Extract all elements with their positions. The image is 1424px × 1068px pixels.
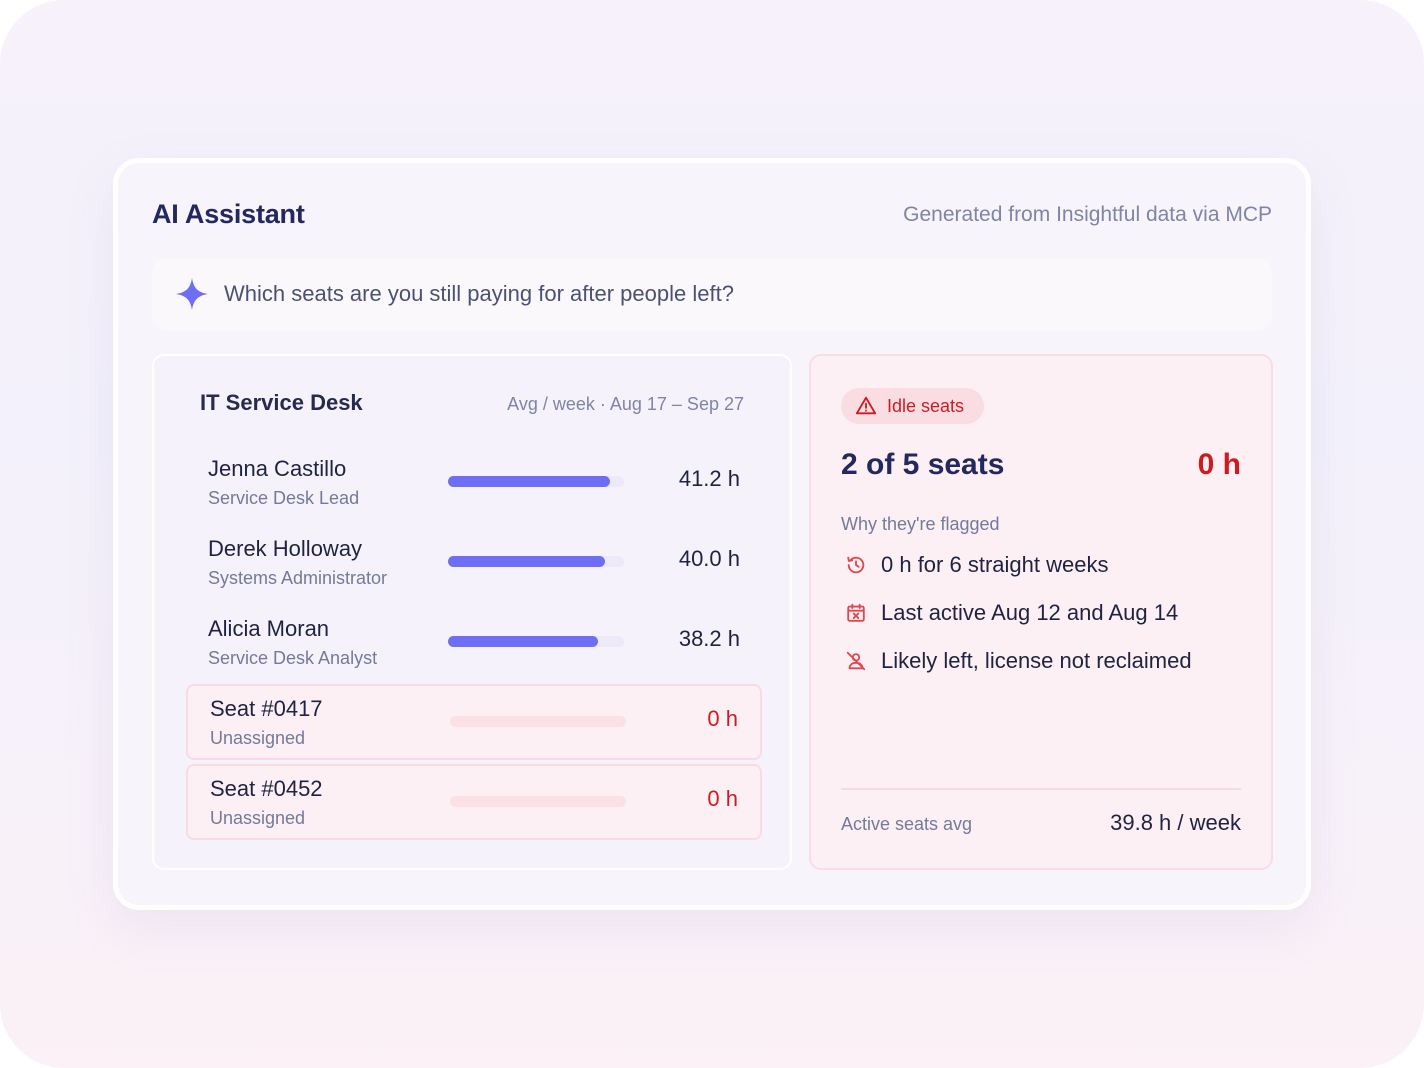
hours-bar: [448, 556, 624, 567]
active-avg-label: Active seats avg: [841, 814, 973, 834]
hours-value: 41.2 h: [678, 466, 740, 491]
seat-status: Unassigned: [210, 808, 306, 828]
hours-bar: [448, 476, 624, 487]
query-text: Which seats are you still paying for aft…: [224, 281, 734, 306]
sparkle-icon: [176, 278, 208, 310]
idle-seat-count: 2 of 5 seats: [841, 448, 1005, 481]
seat-name: Seat #0417: [210, 696, 323, 721]
flag-reason: Last active Aug 12 and Aug 14: [845, 600, 1178, 626]
panel-divider: [841, 788, 1241, 790]
flag-reason: Likely left, license not reclaimed: [845, 648, 1192, 674]
table-row-idle[interactable]: Seat #0417 Unassigned 0 h: [186, 684, 762, 760]
calendar-x-icon: [847, 603, 865, 622]
table-row-idle[interactable]: Seat #0452 Unassigned 0 h: [186, 764, 762, 840]
hours-value: 40.0 h: [678, 546, 740, 571]
hours-bar-fill: [448, 636, 598, 647]
user-off-icon: [846, 651, 866, 671]
hours-value: 0 h: [707, 786, 738, 811]
employee-name: Jenna Castillo: [208, 456, 347, 481]
hours-bar: [448, 636, 624, 647]
idle-seats-panel: Idle seats 2 of 5 seats 0 h Why they're …: [809, 354, 1273, 870]
team-name: IT Service Desk: [200, 390, 363, 415]
flag-reasons-heading: Why they're flagged: [841, 514, 1000, 534]
data-source-note: Generated from Insightful data via MCP: [903, 203, 1272, 226]
employee-role: Service Desk Analyst: [208, 648, 378, 668]
reason-text: Last active Aug 12 and Aug 14: [881, 600, 1179, 625]
badge-label: Idle seats: [887, 395, 965, 416]
flag-reason: 0 h for 6 straight weeks: [845, 552, 1108, 578]
hours-value: 0 h: [707, 706, 738, 731]
table-row[interactable]: Derek Holloway Systems Administrator 40.…: [186, 526, 762, 602]
team-hours-panel: IT Service Desk Avg / week · Aug 17 – Se…: [152, 354, 792, 870]
hours-bar-fill: [448, 476, 610, 487]
idle-seats-badge: Idle seats: [841, 388, 985, 424]
team-period: Avg / week · Aug 17 – Sep 27: [507, 394, 744, 414]
reason-text: 0 h for 6 straight weeks: [881, 552, 1109, 577]
seat-name: Seat #0452: [210, 776, 323, 801]
employee-role: Service Desk Lead: [208, 488, 360, 508]
active-avg-value: 39.8 h / week: [1110, 810, 1241, 835]
table-row[interactable]: Jenna Castillo Service Desk Lead 41.2 h: [186, 446, 762, 522]
hours-bar-fill: [448, 556, 605, 567]
assistant-card: AI Assistant Generated from Insightful d…: [113, 158, 1311, 910]
employee-role: Systems Administrator: [208, 568, 388, 588]
card-title: AI Assistant: [152, 199, 305, 229]
hours-bar: [450, 796, 626, 807]
warning-triangle-icon: [855, 396, 877, 415]
query-bubble[interactable]: Which seats are you still paying for aft…: [152, 258, 1272, 330]
history-icon: [847, 556, 865, 574]
hours-value: 38.2 h: [678, 626, 740, 651]
seat-status: Unassigned: [210, 728, 306, 748]
table-row[interactable]: Alicia Moran Service Desk Analyst 38.2 h: [186, 606, 762, 682]
reason-text: Likely left, license not reclaimed: [881, 648, 1192, 673]
idle-seat-hours: 0 h: [1197, 448, 1241, 481]
hours-bar: [450, 716, 626, 727]
employee-name: Alicia Moran: [208, 616, 330, 641]
employee-name: Derek Holloway: [208, 536, 363, 561]
